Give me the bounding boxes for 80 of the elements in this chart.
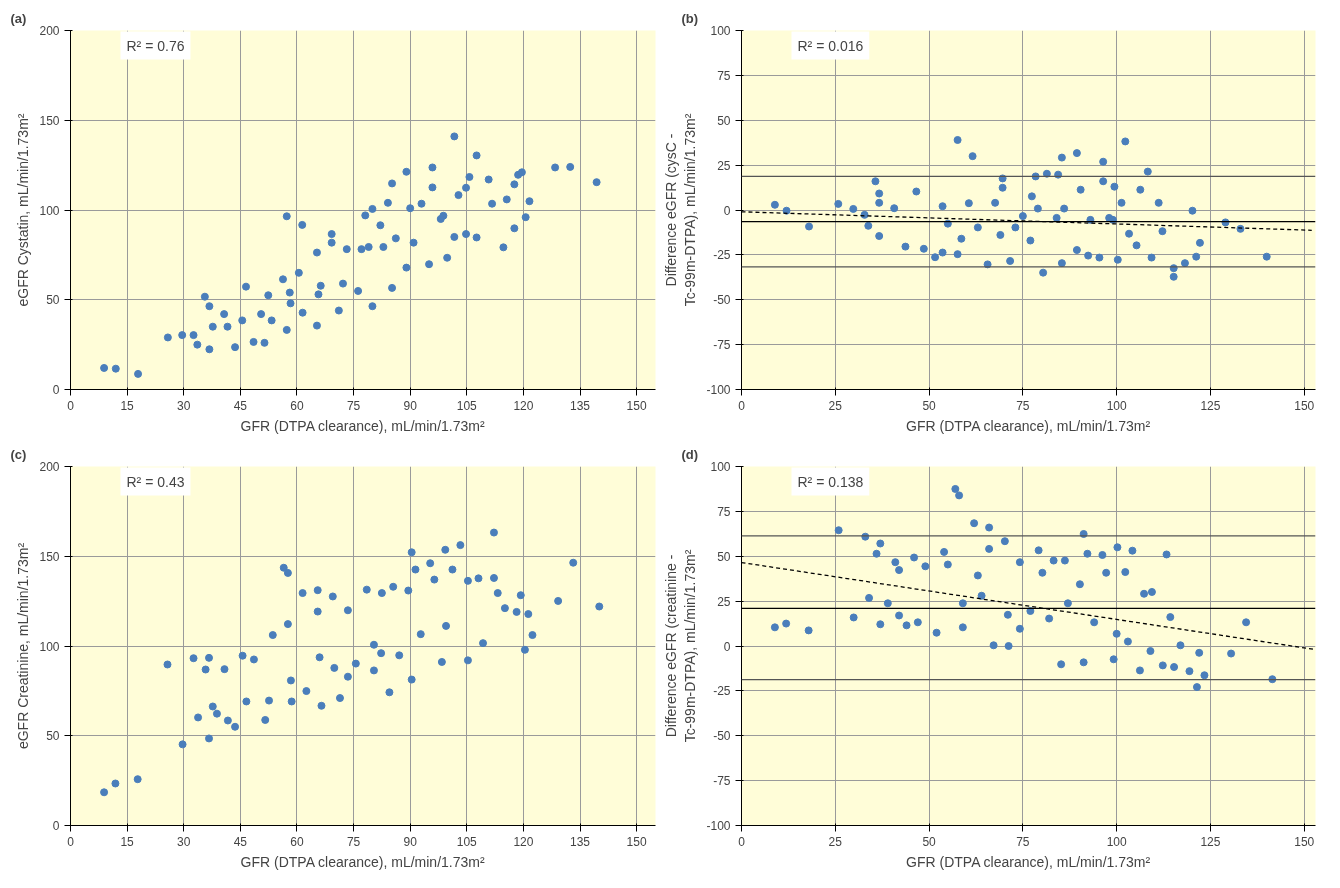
y-tick-label: 25 bbox=[717, 594, 731, 609]
x-tick-label: 45 bbox=[233, 398, 248, 413]
x-tick-label: 30 bbox=[177, 398, 191, 413]
y-tick-label: 200 bbox=[39, 460, 60, 474]
x-tick-label: 50 bbox=[922, 834, 937, 849]
x-tick-label: 75 bbox=[346, 398, 361, 413]
y-axis-title: Difference eGFR (creatinine - Tc-99m-DTPA), mL/min/1.73m² bbox=[663, 549, 699, 743]
y-tick-label: 100 bbox=[710, 24, 731, 38]
annotation: R² = 0.43 bbox=[126, 473, 185, 490]
x-axis-title: GFR (DTPA clearance), mL/min/1.73m² bbox=[906, 853, 1151, 870]
x-tick-label: 50 bbox=[922, 398, 937, 413]
y-tick-label: 0 bbox=[52, 819, 60, 833]
y-tick-label: 0 bbox=[723, 203, 731, 218]
x-axis-title: GFR (DTPA clearance), mL/min/1.73m² bbox=[906, 417, 1151, 434]
y-tick-label: 100 bbox=[39, 639, 60, 654]
x-tick-label: 105 bbox=[456, 834, 478, 849]
chart-title: (c) bbox=[10, 446, 27, 462]
y-axis-title: Difference eGFR (cysC - Tc-99m-DTPA), mL/min/1.73m² bbox=[663, 113, 699, 307]
x-axis-title: GFR (DTPA clearance), mL/min/1.73m² bbox=[240, 853, 485, 870]
x-tick-label: 135 bbox=[570, 834, 591, 849]
x-tick-label: 150 bbox=[1294, 834, 1315, 849]
x-tick-label: 75 bbox=[1016, 398, 1030, 413]
y-tick-label: -50 bbox=[713, 293, 731, 308]
y-tick-label: 0 bbox=[52, 383, 60, 397]
x-tick-label: 30 bbox=[177, 834, 191, 849]
y-tick-label: 50 bbox=[717, 549, 731, 564]
y-tick-label: 150 bbox=[39, 113, 60, 128]
y-tick-label: 75 bbox=[717, 504, 731, 519]
x-tick-label: 150 bbox=[626, 834, 647, 849]
x-tick-label: 100 bbox=[1106, 834, 1127, 849]
chart-title: (b) bbox=[681, 10, 699, 26]
x-tick-label: 125 bbox=[1200, 834, 1221, 849]
y-tick-label: 50 bbox=[46, 729, 60, 744]
y-tick-label: 100 bbox=[39, 203, 60, 218]
annotation: R² = 0.76 bbox=[126, 37, 185, 54]
y-tick-label: -50 bbox=[713, 729, 731, 744]
x-tick-label: 25 bbox=[828, 398, 843, 413]
y-tick-label: 25 bbox=[717, 158, 731, 173]
x-tick-label: 0 bbox=[67, 398, 75, 413]
annotation: R² = 0.016 bbox=[797, 37, 864, 54]
y-tick-label: -75 bbox=[713, 338, 731, 353]
y-axis-title: eGFR Creatinine, mL/min/1.73m² bbox=[15, 542, 32, 750]
x-tick-label: 75 bbox=[346, 834, 361, 849]
chart-title: (a) bbox=[10, 10, 27, 26]
y-tick-label: -25 bbox=[713, 684, 731, 699]
y-tick-label: 150 bbox=[39, 549, 60, 564]
x-tick-label: 15 bbox=[120, 398, 135, 413]
y-tick-label: 50 bbox=[717, 113, 731, 128]
x-tick-label: 125 bbox=[1200, 398, 1221, 413]
x-tick-label: 25 bbox=[828, 834, 843, 849]
x-tick-label: 45 bbox=[233, 834, 248, 849]
x-tick-label: 120 bbox=[513, 834, 534, 849]
x-tick-label: 0 bbox=[738, 834, 746, 849]
x-tick-label: 90 bbox=[403, 834, 418, 849]
y-tick-label: -100 bbox=[706, 819, 731, 833]
y-axis-title: eGFR Cystatin, mL/min/1.73m² bbox=[15, 113, 32, 307]
x-tick-label: 60 bbox=[290, 398, 304, 413]
x-tick-label: 90 bbox=[403, 398, 418, 413]
x-tick-label: 0 bbox=[738, 398, 746, 413]
y-tick-label: 50 bbox=[46, 293, 60, 308]
x-tick-label: 150 bbox=[1294, 398, 1315, 413]
x-tick-label: 105 bbox=[456, 398, 478, 413]
chart-title: (d) bbox=[681, 446, 699, 462]
x-tick-label: 0 bbox=[67, 834, 75, 849]
x-tick-label: 75 bbox=[1016, 834, 1030, 849]
y-tick-label: 75 bbox=[717, 68, 731, 83]
annotation: R² = 0.138 bbox=[797, 473, 864, 490]
x-tick-label: 135 bbox=[570, 398, 591, 413]
x-tick-label: 100 bbox=[1106, 398, 1127, 413]
y-tick-label: 100 bbox=[710, 460, 731, 474]
x-tick-label: 60 bbox=[290, 834, 304, 849]
y-tick-label: 200 bbox=[39, 24, 60, 38]
x-tick-label: 15 bbox=[120, 834, 135, 849]
y-tick-label: -100 bbox=[706, 383, 731, 397]
y-tick-label: 0 bbox=[723, 639, 731, 654]
x-tick-label: 120 bbox=[513, 398, 534, 413]
x-tick-label: 150 bbox=[626, 398, 647, 413]
y-tick-label: -25 bbox=[713, 248, 731, 263]
x-axis-title: GFR (DTPA clearance), mL/min/1.73m² bbox=[240, 417, 485, 434]
y-tick-label: -75 bbox=[713, 774, 731, 789]
